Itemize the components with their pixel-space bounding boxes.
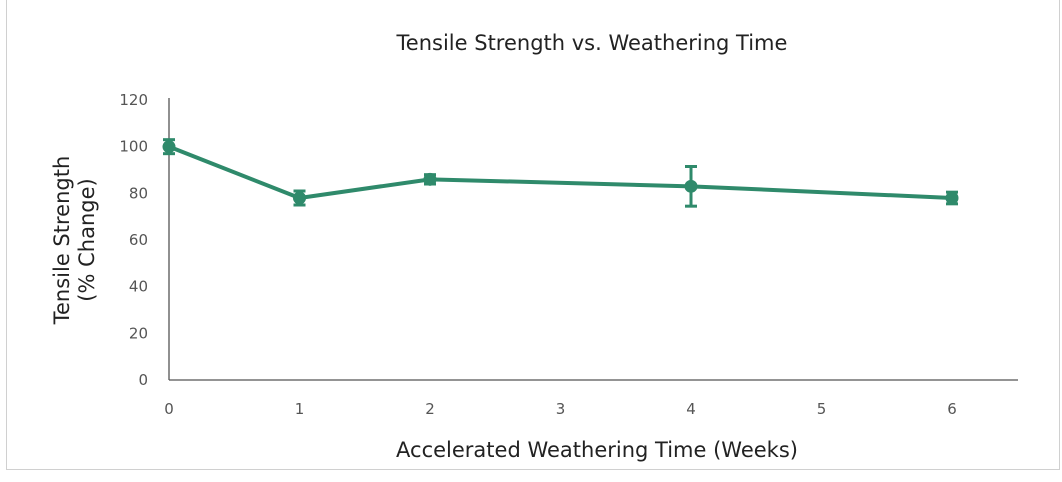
y-axis-title-line-2: (% Change) xyxy=(75,178,99,301)
y-tick-label: 120 xyxy=(119,91,148,109)
x-tick-label: 5 xyxy=(817,400,827,418)
y-axis-title-line-1: Tensile Strength xyxy=(50,156,74,326)
chart-frame xyxy=(6,0,1060,470)
x-tick-label: 0 xyxy=(164,400,174,418)
y-tick-label: 100 xyxy=(119,138,148,156)
series-group xyxy=(162,138,959,208)
x-tick-label: 4 xyxy=(686,400,696,418)
chart-title: Tensile Strength vs. Weathering Time xyxy=(396,31,788,55)
data-point xyxy=(945,191,959,205)
y-tick-label: 0 xyxy=(138,371,148,389)
series-line xyxy=(167,144,954,200)
y-tick-label: 60 xyxy=(129,231,148,249)
x-tick-label: 1 xyxy=(295,400,305,418)
y-tick-label: 20 xyxy=(129,324,148,342)
data-point xyxy=(684,179,698,193)
x-tick-label: 3 xyxy=(556,400,566,418)
x-axis-title: Accelerated Weathering Time (Weeks) xyxy=(396,438,798,462)
axes xyxy=(168,98,1018,381)
data-point xyxy=(162,140,176,154)
x-tick-label: 2 xyxy=(425,400,435,418)
data-point xyxy=(293,191,306,205)
y-tick-label: 80 xyxy=(129,184,148,202)
y-axis-title: Tensile Strength (% Change) xyxy=(50,156,99,326)
y-tick-label: 40 xyxy=(129,278,148,296)
x-tick-label: 6 xyxy=(947,400,957,418)
tick-labels: 0 20 40 60 80 100 120 0 1 2 3 4 5 6 xyxy=(119,91,956,418)
data-point xyxy=(423,172,437,186)
